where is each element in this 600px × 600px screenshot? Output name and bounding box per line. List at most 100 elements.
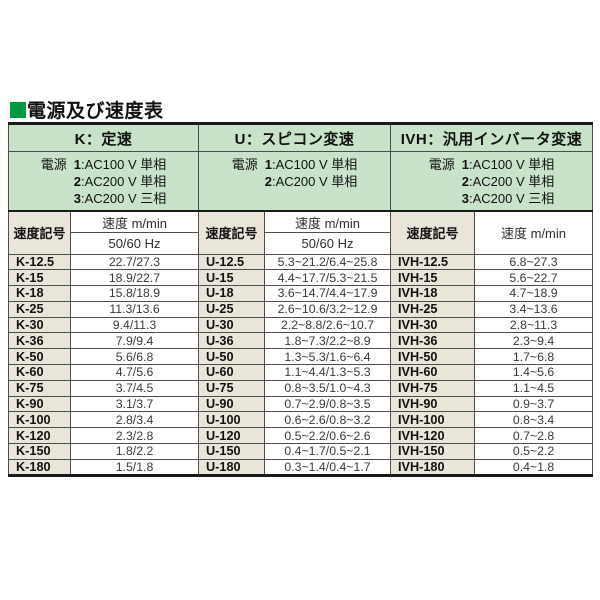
speed-value-cell: 1.3~5.3/1.6~6.4 [264,348,391,366]
speed-value-cell: 0.8~3.4 [473,411,594,429]
speed-code-cell: IVH-36 [390,332,475,350]
table-row: K-15 18.9/22.7 U-15 4.4~17.7/5.3~21.5 IVH-15… [8,269,594,287]
power-option: 2:AC200 V 単相 [264,174,358,189]
speed-code-cell: IVH-30 [390,316,475,334]
speed-value-cell: 7.9/9.4 [70,332,199,350]
power-supply-u: 電源 1:AC100 V 単相 2:AC200 V 単相 [198,151,391,212]
speed-value-cell: 1.8/2.2 [70,443,199,460]
speed-code-cell: K-90 [8,395,71,413]
speed-value-cell: 9.4/11.3 [70,316,199,334]
speed-code-cell: K-25 [8,300,71,318]
speed-code-cell: IVH-50 [390,348,475,366]
speed-value-cell: 1.1~4.5 [473,379,594,397]
power-option: 電源 1:AC100 V 単相 [40,157,167,172]
speed-code-cell: U-25 [198,300,265,318]
section-title: 電源及び速度表 [10,96,164,123]
speed-code-cell: K-12.5 [8,253,71,271]
speed-value-cell: 1.7~6.8 [473,348,594,366]
table-row: K-50 5.6/6.8 U-50 1.3~5.3/1.6~6.4 IVH-50 1.7~… [8,348,594,366]
speed-column-header-ivh: 速度 m/min [473,210,594,255]
speed-code-cell: K-120 [8,427,71,445]
section-title-text: 電源及び速度表 [27,101,164,122]
speed-value-cell: 0.9~3.7 [473,395,594,413]
speed-value-cell: 2.2~8.8/2.6~10.7 [264,316,391,334]
power-option: 3:AC200 V 三相 [461,191,555,206]
speed-code-cell: K-15 [8,269,71,287]
table-row: K-150 1.8/2.2 U-150 0.4~1.7/0.5~2.1 IVH-150 0… [8,443,594,460]
speed-value-cell: 4.7~18.9 [473,285,594,302]
power-supply-row: 電源 1:AC100 V 単相 2:AC200 V 単相 3:AC200 V 三相… [8,151,594,212]
table-row: K-100 2.8/3.4 U-100 0.6~2.6/0.8~3.2 IVH-100 0… [8,411,594,429]
table-row: K-30 9.4/11.3 U-30 2.2~8.8/2.6~10.7 IVH-30 2.… [8,316,594,334]
table-row: K-12.5 22.7/27.3 U-12.5 5.3~21.2/6.4~25.8 IV… [8,253,594,271]
table-row: K-90 3.1/3.7 U-90 0.7~2.9/0.8~3.5 IVH-90 0.9~… [8,395,594,413]
speed-code-cell: IVH-180 [390,458,475,476]
speed-value-cell: 0.4~1.7/0.5~2.1 [264,443,391,460]
code-column-header-ivh: 速度記号 [390,210,475,255]
speed-code-cell: U-36 [198,332,265,350]
speed-code-cell: U-12.5 [198,253,265,271]
power-option: 3:AC200 V 三相 [73,191,167,206]
speed-code-cell: K-36 [8,332,71,350]
speed-value-cell: 15.8/18.9 [70,285,199,302]
speed-code-cell: K-100 [8,411,71,429]
speed-value-cell: 2.3/2.8 [70,427,199,445]
speed-code-cell: U-150 [198,443,265,460]
speed-value-cell: 2.6~10.6/3.2~12.9 [264,300,391,318]
power-option: 電源 1:AC100 V 単相 [428,157,555,172]
speed-value-cell: 2.8/3.4 [70,411,199,429]
speed-value-cell: 5.6/6.8 [70,348,199,366]
speed-value-cell: 5.6~22.7 [473,269,594,287]
power-supply-ivh: 電源 1:AC100 V 単相 2:AC200 V 単相 3:AC200 V 三相 [389,151,594,212]
speed-value-cell: 2.3~9.4 [473,332,594,350]
speed-value-cell: 0.5~2.2/0.6~2.6 [264,427,391,445]
speed-value-cell: 0.6~2.6/0.8~3.2 [264,411,391,429]
column-header-row-2: 50/60 Hz 50/60 Hz [9,232,593,255]
speed-value-cell: 3.7/4.5 [70,379,199,397]
speed-value-cell: 22.7/27.3 [70,253,199,271]
speed-data-body: K-12.5 22.7/27.3 U-12.5 5.3~21.2/6.4~25.8 IV… [8,253,594,476]
speed-value-cell: 0.7~2.9/0.8~3.5 [264,395,391,413]
table-row: K-120 2.3/2.8 U-120 0.5~2.2/0.6~2.6 IVH-120 0… [8,427,594,445]
speed-value-cell: 0.4~1.8 [473,458,594,476]
speed-value-cell: 1.8~7.3/2.2~8.9 [264,332,391,350]
speed-code-cell: K-150 [8,443,71,460]
power-option: 2:AC200 V 単相 [461,174,555,189]
speed-value-cell: 1.4~5.6 [473,364,594,381]
speed-code-cell: K-180 [8,458,71,476]
green-square-icon [10,101,26,118]
table-row: K-36 7.9/9.4 U-36 1.8~7.3/2.2~8.9 IVH-36 2.3~… [8,332,594,350]
speed-code-cell: IVH-15 [390,269,475,287]
speed-value-cell: 0.5~2.2 [473,443,594,460]
speed-value-cell: 0.8~3.5/1.0~4.3 [264,379,391,397]
speed-code-cell: U-15 [198,269,265,287]
speed-column-header-u: 速度 m/min [264,210,391,233]
speed-value-cell: 4.7/5.6 [70,364,199,381]
speed-value-cell: 18.9/22.7 [70,269,199,287]
speed-code-cell: U-75 [198,379,265,397]
table-row: K-180 1.5/1.8 U-180 0.3~1.4/0.4~1.7 IVH-180 0… [8,458,594,476]
speed-value-cell: 3.4~13.6 [473,300,594,318]
speed-value-cell: 6.8~27.3 [473,253,594,271]
series-header-u: U：スピコン変速 [198,123,391,152]
speed-value-cell: 1.1~4.4/1.3~5.3 [264,364,391,381]
series-header-k: K：定速 [8,123,199,152]
speed-code-cell: U-60 [198,364,265,381]
speed-code-cell: K-50 [8,348,71,366]
power-supply-k: 電源 1:AC100 V 単相 2:AC200 V 単相 3:AC200 V 三相 [8,151,199,212]
speed-value-cell: 0.3~1.4/0.4~1.7 [264,458,391,476]
speed-value-cell: 0.7~2.8 [473,427,594,445]
code-column-header-k: 速度記号 [8,210,71,255]
table-row: K-18 15.8/18.9 U-18 3.6~14.7/4.4~17.9 IVH-18… [8,285,594,302]
speed-column-header-k: 速度 m/min [70,210,199,233]
speed-code-cell: U-100 [198,411,265,429]
speed-code-cell: U-180 [198,458,265,476]
speed-code-cell: IVH-100 [390,411,475,429]
speed-code-cell: IVH-90 [390,395,475,413]
speed-value-cell: 4.4~17.7/5.3~21.5 [264,269,391,287]
table-row: K-75 3.7/4.5 U-75 0.8~3.5/1.0~4.3 IVH-75 1.1~… [8,379,594,397]
speed-code-cell: U-120 [198,427,265,445]
speed-value-cell: 3.6~14.7/4.4~17.9 [264,285,391,302]
table-row: K-25 11.3/13.6 U-25 2.6~10.6/3.2~12.9 IVH-25… [8,300,594,318]
code-column-header-u: 速度記号 [198,210,265,255]
